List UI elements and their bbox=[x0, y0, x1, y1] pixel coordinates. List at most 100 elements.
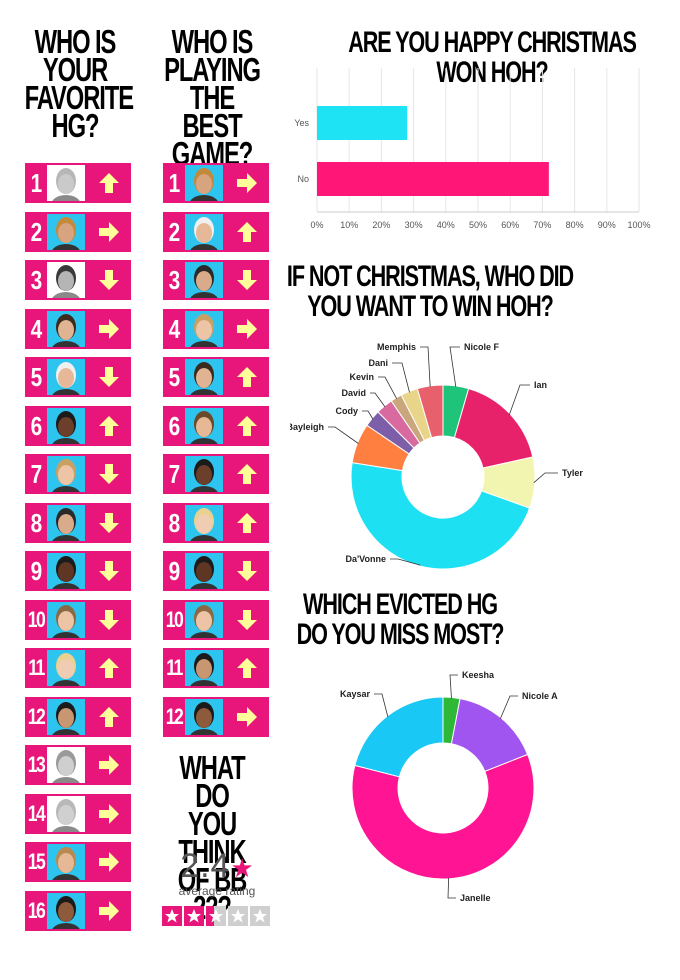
houseguest-photo bbox=[47, 262, 85, 298]
rank-number: 12 bbox=[27, 703, 46, 729]
favorite-hg-row: 16 bbox=[25, 890, 131, 931]
best-game-row: 9 bbox=[163, 551, 269, 591]
rating-star-4-icon bbox=[228, 906, 248, 926]
leader-line bbox=[328, 426, 359, 444]
slice-kaysar bbox=[354, 696, 444, 778]
houseguest-photo bbox=[185, 310, 223, 347]
y-category-label: Yes bbox=[294, 118, 309, 128]
favorite-hg-row: 3 bbox=[25, 260, 131, 300]
best-game-row: 5 bbox=[163, 357, 269, 397]
houseguest-photo bbox=[185, 698, 223, 735]
rating-stars bbox=[162, 906, 270, 926]
slice-label: Memphis bbox=[377, 342, 416, 352]
trend-arrow bbox=[225, 502, 269, 543]
trend-arrow bbox=[225, 260, 269, 300]
x-tick-label: 30% bbox=[405, 220, 423, 230]
houseguest-photo bbox=[47, 407, 85, 444]
happy-christmas-bar-chart: 0% 10% 20% 30% 40% 50% 60% 70% 80% 90% 100% Yes No bbox=[294, 68, 651, 230]
slice-label: Janelle bbox=[460, 893, 491, 903]
houseguest-photo bbox=[185, 553, 223, 589]
rank-number: 7 bbox=[168, 459, 181, 489]
miss-most-donut-chart: Keesha Nicole A Janelle Kaysar bbox=[340, 670, 558, 903]
x-tick-label: 0% bbox=[310, 220, 323, 230]
bb22-title: WHAT DO YOU THINK OF BB 22? bbox=[177, 749, 248, 924]
arrow-right-icon bbox=[99, 900, 119, 921]
rank-number: 3 bbox=[30, 265, 43, 295]
trend-arrow bbox=[87, 357, 131, 397]
houseguest-photo bbox=[47, 844, 85, 880]
arrow-up-icon bbox=[237, 512, 257, 533]
favorite-hg-row: 7 bbox=[25, 454, 131, 494]
rank-number: 4 bbox=[168, 313, 181, 344]
trend-arrow bbox=[225, 454, 269, 494]
leader-line bbox=[362, 410, 374, 420]
x-tick-label: 40% bbox=[437, 220, 455, 230]
houseguest-photo bbox=[47, 213, 85, 250]
chart2-title: IF NOT CHRISTMAS, WHO DID YOU WANT TO WI… bbox=[286, 260, 574, 323]
favorite-hg-row: 4 bbox=[25, 308, 131, 349]
leader-line bbox=[533, 472, 558, 484]
trend-arrow bbox=[87, 163, 131, 203]
best-game-row: 11 bbox=[163, 648, 269, 688]
x-tick-label: 100% bbox=[627, 220, 650, 230]
arrow-right-icon bbox=[99, 755, 119, 775]
best-game-row: 2 bbox=[163, 211, 269, 252]
houseguest-photo bbox=[47, 795, 85, 832]
slice-label: Kevin bbox=[349, 372, 374, 382]
rank-number: 14 bbox=[27, 800, 46, 826]
rank-number: 10 bbox=[27, 606, 46, 632]
chart1-title: ARE YOU HAPPY CHRISTMAS WON HOH? bbox=[348, 26, 637, 89]
rating-label: average rating bbox=[178, 884, 256, 898]
favorite-hg-row: 13 bbox=[25, 745, 131, 785]
favorite-hg-row: 6 bbox=[25, 405, 131, 446]
rank-number: 11 bbox=[166, 655, 183, 680]
houseguest-photo bbox=[47, 359, 85, 395]
slice-label: Cody bbox=[336, 406, 359, 416]
rank-number: 5 bbox=[30, 362, 43, 392]
arrow-right-icon bbox=[237, 706, 257, 727]
trend-arrow bbox=[87, 648, 131, 688]
trend-arrow bbox=[87, 842, 131, 882]
favorite-hg-row: 11 bbox=[25, 648, 131, 688]
rank-number: 2 bbox=[30, 216, 43, 247]
slice-label: Ian bbox=[534, 380, 547, 390]
slice-label: Kaysar bbox=[340, 689, 371, 699]
favorite-hg-row: 14 bbox=[25, 793, 131, 834]
houseguest-photo bbox=[47, 504, 85, 541]
rank-number: 5 bbox=[168, 362, 181, 392]
trend-arrow bbox=[225, 696, 269, 737]
trend-arrow bbox=[87, 793, 131, 834]
favorite-hg-row: 8 bbox=[25, 502, 131, 543]
x-tick-label: 60% bbox=[501, 220, 519, 230]
arrow-down-icon bbox=[237, 561, 257, 581]
best-game-row: 1 bbox=[163, 163, 269, 203]
houseguest-photo bbox=[185, 601, 223, 638]
rank-number: 7 bbox=[30, 459, 43, 489]
arrow-up-icon bbox=[237, 415, 257, 436]
slice-ian bbox=[453, 388, 534, 469]
trend-arrow bbox=[225, 163, 269, 203]
trend-arrow bbox=[87, 696, 131, 737]
best-game-row: 4 bbox=[163, 308, 269, 349]
x-tick-label: 20% bbox=[372, 220, 390, 230]
favorite-hg-row: 2 bbox=[25, 211, 131, 252]
rank-number: 4 bbox=[30, 313, 43, 344]
y-category-label: No bbox=[297, 174, 309, 184]
slice-label: Tyler bbox=[562, 468, 583, 478]
leader-line bbox=[392, 362, 410, 393]
rank-number: 10 bbox=[165, 606, 184, 632]
leader-line bbox=[499, 695, 518, 719]
houseguest-photo bbox=[47, 165, 85, 201]
trend-arrow bbox=[87, 211, 131, 252]
arrow-up-icon bbox=[237, 658, 257, 678]
houseguest-photo bbox=[47, 698, 85, 735]
arrow-down-icon bbox=[99, 512, 119, 533]
arrow-down-icon bbox=[99, 270, 119, 290]
slice-label: Da'Vonne bbox=[346, 554, 386, 564]
arrow-up-icon bbox=[99, 415, 119, 436]
trend-arrow bbox=[225, 211, 269, 252]
best-game-row: 10 bbox=[163, 599, 269, 640]
rank-number: 13 bbox=[27, 752, 46, 777]
houseguest-photo bbox=[185, 213, 223, 250]
favorite-hg-row: 9 bbox=[25, 551, 131, 591]
